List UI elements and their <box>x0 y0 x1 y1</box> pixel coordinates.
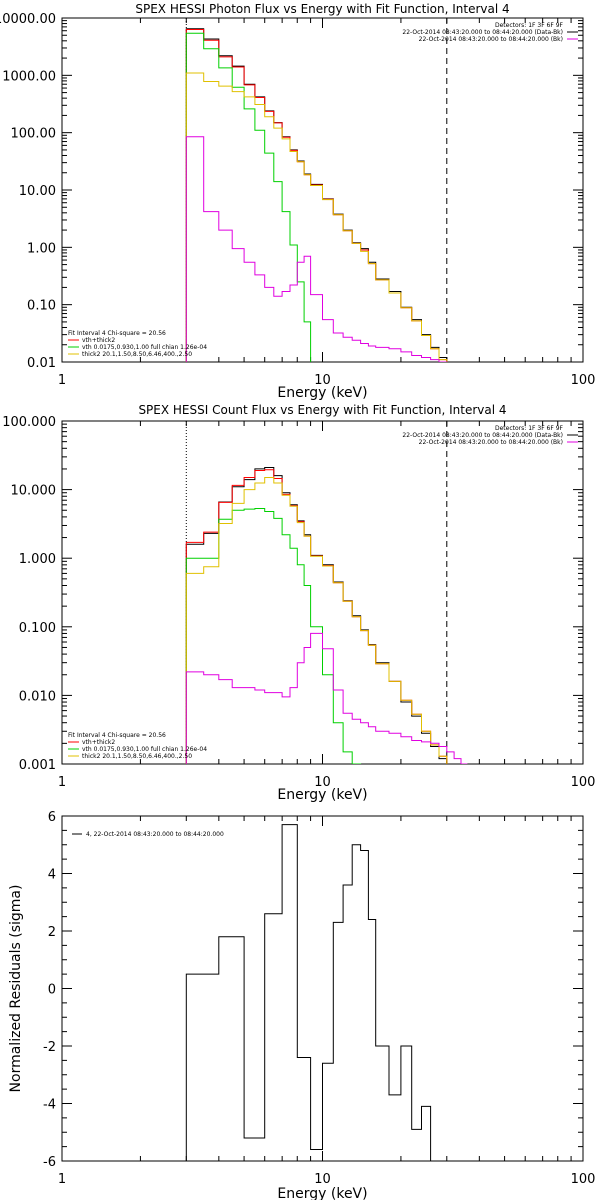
y-tick-label: 6 <box>48 810 56 825</box>
chart-title: SPEX HESSI Count Flux vs Energy with Fit… <box>138 403 506 417</box>
y-ticks: -6 -4 -2 0 2 4 6 <box>43 810 583 1170</box>
chart-panel-1: SPEX HESSI Photon Flux vs Energy with Fi… <box>0 2 596 401</box>
x-ticks: 1 10 100 <box>58 816 596 1187</box>
y-tick-label: 0.100 <box>19 621 56 636</box>
series-group <box>185 824 432 1161</box>
series-yellow-histogram <box>185 477 468 764</box>
legend-text: Detectors: 1F 3F 6F 9F <box>495 425 564 432</box>
y-tick-label: 100.00 <box>11 127 57 142</box>
x-tick-label: 1 <box>58 373 66 388</box>
y-tick-label: 2 <box>48 925 56 940</box>
legend-text: vth+thick2 <box>82 739 115 746</box>
legend-text: thick2 20.1,1.50,8.50,6.46,400.,2.50 <box>82 753 192 760</box>
legend-text: Detectors: 1F 3F 6F 9F <box>495 22 564 29</box>
y-tick-label: 1000.00 <box>2 69 56 84</box>
legend-text: vth+thick2 <box>82 337 115 344</box>
series-black-histogram <box>185 467 468 764</box>
y-tick-label: 10000.00 <box>0 12 56 27</box>
y-ticks: 0.001 0.010 0.100 1.000 10.000 100.000 <box>2 415 583 773</box>
x-tick-label: 1 <box>58 775 66 790</box>
x-ticks: 1 10 100 <box>58 421 596 790</box>
x-tick-label: 100 <box>571 373 596 388</box>
legend-text: Fit Interval 4 Chi-square = 20.56 <box>68 330 166 337</box>
series-green-histogram <box>185 32 462 362</box>
y-axis-label: Normalized Residuals (sigma) <box>8 885 24 1093</box>
series-magenta-histogram <box>185 632 468 764</box>
y-tick-label: 1.00 <box>27 241 56 256</box>
series-group <box>185 467 468 764</box>
legend-text: 22-Oct-2014 08:43:20.000 to 08:44:20.000… <box>402 29 563 36</box>
legend-text: thick2 20.1,1.50,8.50,6.46,400.,2.50 <box>82 351 192 358</box>
series-black-histogram <box>185 28 462 362</box>
x-tick-label: 100 <box>571 775 596 790</box>
legend-text: vth 0.0175,0.930,1.00 full chian 1.26e-0… <box>82 344 207 351</box>
x-axis-label: Energy (keV) <box>277 1186 367 1200</box>
x-axis-label: Energy (keV) <box>277 787 367 803</box>
y-tick-label: 0 <box>48 983 56 998</box>
x-tick-label: 100 <box>571 1172 596 1187</box>
y-ticks: 0.01 0.10 1.00 10.00 100.00 1000.00 10000.00 <box>0 12 583 371</box>
y-tick-label: 100.000 <box>2 415 56 430</box>
y-tick-label: 10.000 <box>11 484 57 499</box>
x-tick-label: 10 <box>314 1172 331 1187</box>
y-tick-label: -6 <box>43 1155 56 1170</box>
series-black-histogram <box>185 824 432 1161</box>
x-tick-label: 10 <box>314 373 331 388</box>
y-tick-label: 1.000 <box>19 552 56 567</box>
x-tick-label: 10 <box>314 775 331 790</box>
legend-text: 22-Oct-2014 08:43:20.000 to 08:44:20.000… <box>402 432 563 439</box>
plot-frame <box>61 420 584 765</box>
legend-text: 22-Oct-2014 08:43:20.000 to 08:44:20.000… <box>419 439 563 446</box>
series-yellow-histogram <box>185 72 462 362</box>
y-tick-label: -4 <box>43 1098 56 1113</box>
chart-panel-2: SPEX HESSI Count Flux vs Energy with Fit… <box>2 403 595 803</box>
y-tick-label: 0.010 <box>19 689 56 704</box>
chart-title: SPEX HESSI Photon Flux vs Energy with Fi… <box>135 2 509 16</box>
legend-text: vth 0.0175,0.930,1.00 full chian 1.26e-0… <box>82 746 207 753</box>
y-tick-label: 10.00 <box>19 184 56 199</box>
legend-text: 4, 22-Oct-2014 08:43:20.000 to 08:44:20.… <box>86 831 224 838</box>
chart-panel-3: Energy (keV) Normalized Residuals (sigma)… <box>8 810 596 1202</box>
y-tick-label: 0.01 <box>27 356 56 371</box>
legend-text: Fit Interval 4 Chi-square = 20.56 <box>68 732 166 739</box>
y-tick-label: 0.10 <box>27 299 56 314</box>
series-green-histogram <box>185 508 468 764</box>
y-tick-label: 0.001 <box>19 758 56 773</box>
y-tick-label: 4 <box>48 868 56 883</box>
legend-text: 22-Oct-2014 08:43:20.000 to 08:44:20.000… <box>419 36 563 43</box>
x-axis-label: Energy (keV) <box>277 385 367 401</box>
y-tick-label: -2 <box>43 1040 56 1055</box>
series-magenta-histogram <box>185 136 462 362</box>
x-tick-label: 1 <box>58 1172 66 1187</box>
series-red-histogram <box>185 29 462 362</box>
series-group <box>185 28 462 362</box>
